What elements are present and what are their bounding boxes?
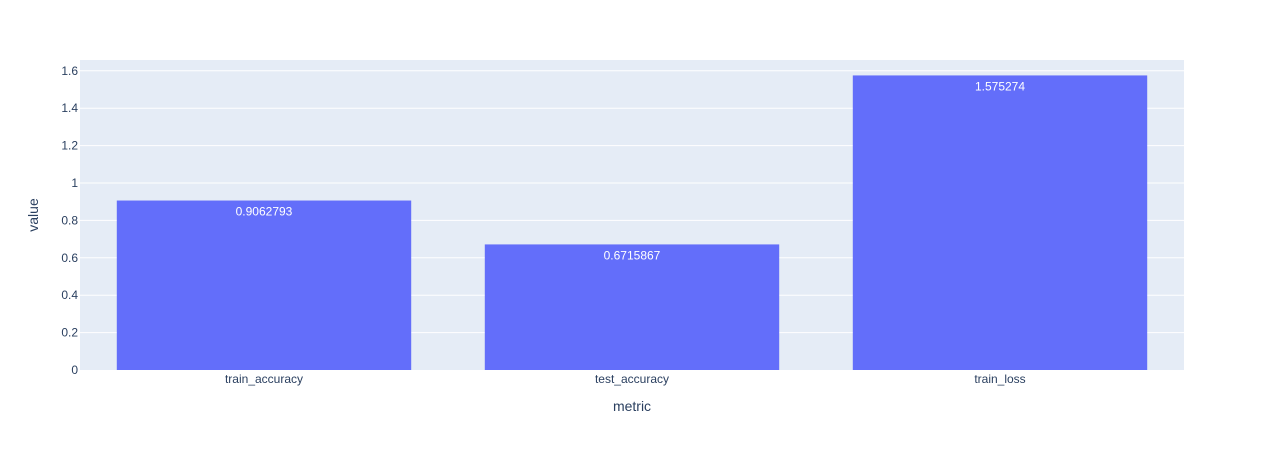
- y-tick-label: 1.2: [61, 139, 78, 153]
- y-tick-label: 1.4: [61, 101, 78, 115]
- y-tick-label: 0.2: [61, 326, 78, 340]
- y-tick-label: 1.6: [61, 64, 78, 78]
- x-axis-ticks: train_accuracy test_accuracy train_loss: [225, 372, 1026, 386]
- bar: [484, 244, 780, 370]
- y-axis-title: value: [25, 198, 41, 232]
- y-tick-label: 0.8: [61, 213, 78, 227]
- y-tick-label: 0.4: [61, 288, 78, 302]
- y-tick-label: 0.6: [61, 251, 78, 265]
- bar-data-label: 0.9062793: [236, 205, 293, 219]
- bar: [852, 75, 1148, 370]
- x-tick-label: test_accuracy: [595, 372, 669, 386]
- x-axis-title: metric: [613, 398, 651, 414]
- x-tick-label: train_loss: [974, 372, 1025, 386]
- y-tick-label: 0: [71, 363, 78, 377]
- y-tick-label: 1: [71, 176, 78, 190]
- bars: 0.9062793 0.6715867 1.575274: [116, 75, 1148, 370]
- bar-data-label: 0.6715867: [604, 248, 661, 262]
- x-tick-label: train_accuracy: [225, 372, 303, 386]
- bar-data-label: 1.575274: [975, 79, 1025, 93]
- y-axis-ticks: 0 0.2 0.4 0.6 0.8 1 1.2 1.4 1.6: [61, 64, 78, 377]
- bar: [116, 200, 412, 370]
